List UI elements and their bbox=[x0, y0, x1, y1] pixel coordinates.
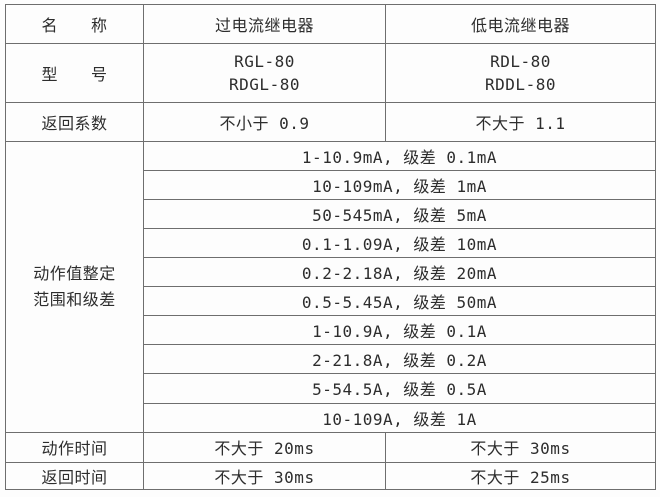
cell-setting-range-4: 0.1-1.09A, 级差 10mA bbox=[143, 227, 656, 258]
model-overcurrent-line1: RGL-80 bbox=[234, 52, 295, 72]
cell-setting-range-3: 50-545mA, 级差 5mA bbox=[143, 198, 656, 229]
cell-action-time-overcurrent: 不大于 20ms bbox=[143, 431, 386, 463]
model-undercurrent-line1: RDL-80 bbox=[490, 52, 551, 72]
table-row-return-coefficient: 返回系数 不小于 0.9 不大于 1.1 bbox=[5, 102, 656, 142]
cell-setting-range-10: 10-109A, 级差 1A bbox=[143, 402, 656, 433]
cell-model-overcurrent: RGL-80 RDGL-80 bbox=[143, 43, 386, 104]
setting-range-label-line1: 动作值整定 bbox=[33, 263, 116, 283]
cell-return-time-undercurrent: 不大于 25ms bbox=[385, 461, 656, 491]
cell-model-label: 型 号 bbox=[5, 43, 144, 104]
cell-name-label: 名 称 bbox=[5, 3, 144, 45]
cell-action-time-label: 动作时间 bbox=[5, 431, 144, 463]
cell-return-time-label: 返回时间 bbox=[5, 461, 144, 491]
table-row-setting-range-2: 10-109mA, 级差 1mA bbox=[6, 169, 656, 200]
table-row-setting-range-1: 动作值整定 范围和级差 1-10.9mA, 级差 0.1mA bbox=[5, 140, 656, 433]
cell-name-undercurrent: 低电流继电器 bbox=[385, 3, 656, 45]
cell-return-coefficient-undercurrent: 不大于 1.1 bbox=[385, 102, 656, 142]
table-row-action-time: 动作时间 不大于 20ms 不大于 30ms bbox=[5, 431, 656, 463]
table-row-model: 型 号 RGL-80 RDGL-80 RDL-80 RDDL-80 bbox=[5, 43, 656, 104]
cell-return-coefficient-label: 返回系数 bbox=[5, 102, 144, 142]
cell-setting-range-9: 5-54.5A, 级差 0.5A bbox=[143, 373, 656, 404]
cell-setting-range-label: 动作值整定 范围和级差 bbox=[5, 140, 144, 433]
cell-return-coefficient-overcurrent: 不小于 0.9 bbox=[143, 102, 386, 142]
cell-setting-range-7: 1-10.9A, 级差 0.1A bbox=[143, 315, 656, 346]
relay-spec-table: 名 称 过电流继电器 低电流继电器 型 号 RGL-80 RDGL-80 RDL… bbox=[5, 3, 656, 491]
cell-setting-range-6: 0.5-5.45A, 级差 50mA bbox=[143, 286, 656, 317]
cell-setting-range-2: 10-109mA, 级差 1mA bbox=[143, 169, 656, 200]
cell-model-undercurrent: RDL-80 RDDL-80 bbox=[385, 43, 656, 104]
cell-return-time-overcurrent: 不大于 30ms bbox=[143, 461, 386, 491]
table-row-setting-range-10: 10-109A, 级差 1A bbox=[6, 402, 656, 433]
cell-setting-range-1: 1-10.9mA, 级差 0.1mA bbox=[143, 140, 656, 171]
table-row-setting-range-5: 0.2-2.18A, 级差 20mA bbox=[6, 256, 656, 288]
table-row-return-time: 返回时间 不大于 30ms 不大于 25ms bbox=[5, 461, 656, 491]
cell-name-overcurrent: 过电流继电器 bbox=[143, 3, 386, 45]
table-row-setting-range-6: 0.5-5.45A, 级差 50mA bbox=[6, 286, 656, 317]
table-row-setting-range-3: 50-545mA, 级差 5mA bbox=[6, 198, 656, 229]
model-undercurrent-line2: RDDL-80 bbox=[485, 75, 556, 95]
cell-action-time-undercurrent: 不大于 30ms bbox=[385, 431, 656, 463]
table-row-setting-range-8: 2-21.8A, 级差 0.2A bbox=[6, 344, 656, 375]
table-row-setting-range-7: 1-10.9A, 级差 0.1A bbox=[6, 315, 656, 346]
table-row-name: 名 称 过电流继电器 低电流继电器 bbox=[5, 3, 656, 45]
setting-range-label-line2: 范围和级差 bbox=[33, 289, 116, 309]
model-overcurrent-line2: RDGL-80 bbox=[229, 75, 300, 95]
cell-setting-range-8: 2-21.8A, 级差 0.2A bbox=[143, 344, 656, 375]
cell-setting-range-5: 0.2-2.18A, 级差 20mA bbox=[143, 256, 656, 288]
table-row-setting-range-9: 5-54.5A, 级差 0.5A bbox=[6, 373, 656, 404]
